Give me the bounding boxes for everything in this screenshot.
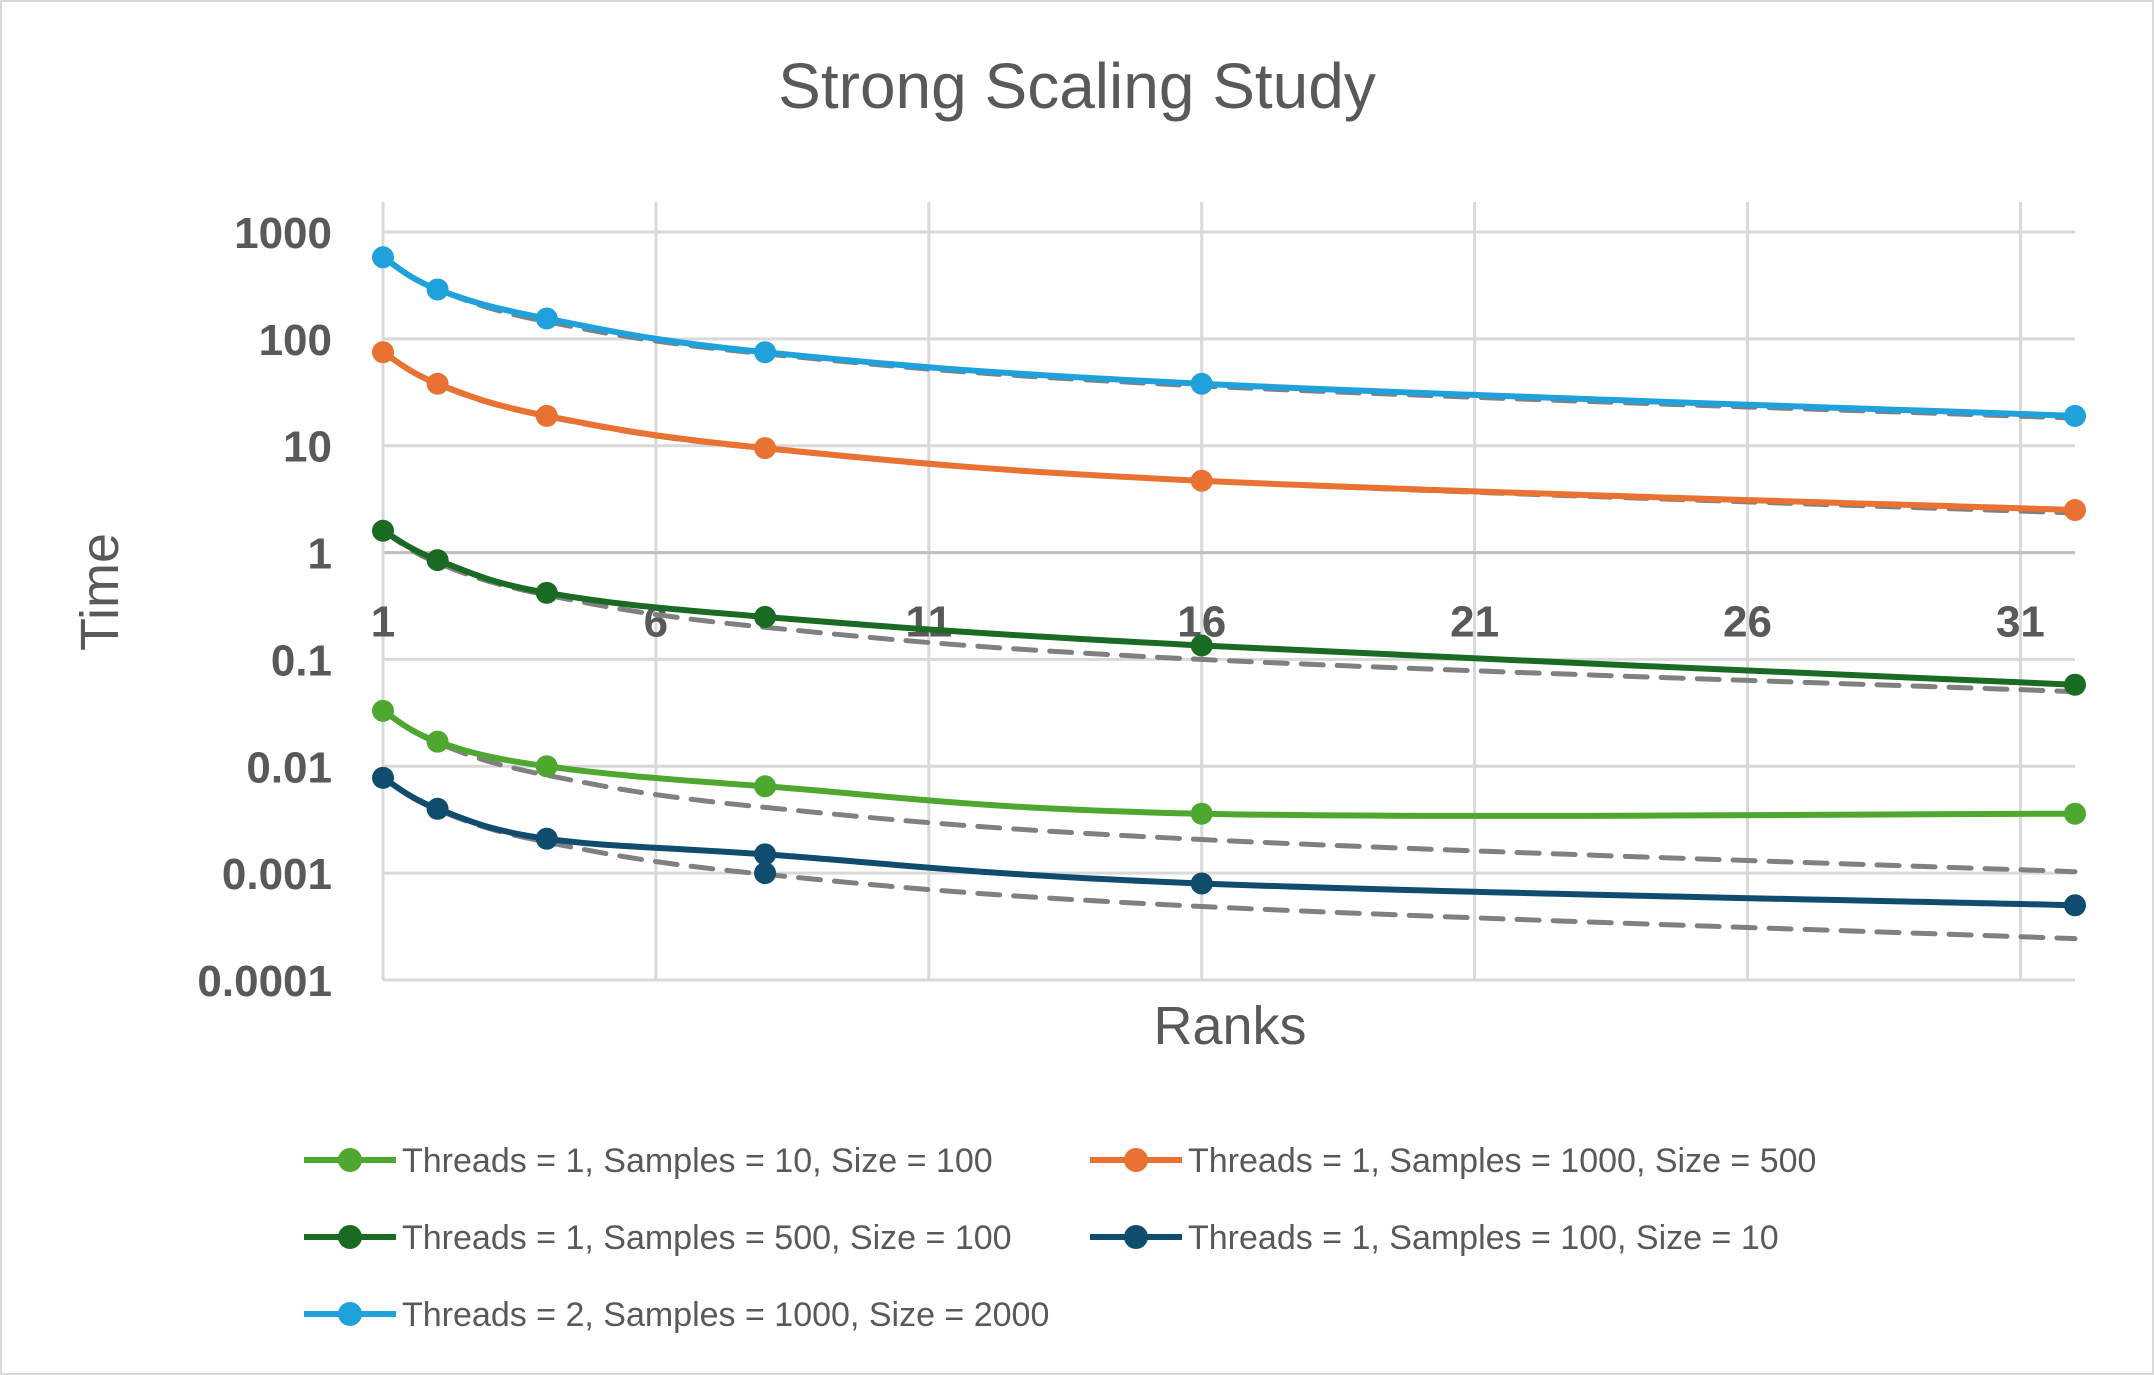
- y-tick-label: 0.01: [246, 743, 332, 792]
- series-group: [372, 519, 2086, 696]
- y-tick-label: 0.1: [271, 636, 332, 685]
- x-axis-title: Ranks: [1153, 996, 1306, 1056]
- legend-label: Threads = 1, Samples = 1000, Size = 500: [1188, 1142, 1816, 1180]
- series-line: [380, 254, 2078, 419]
- x-tick-label: 31: [1996, 598, 2045, 647]
- x-tick-label: 11: [906, 598, 953, 647]
- data-point: [372, 766, 394, 789]
- series-line: [380, 527, 2078, 688]
- data-point: [2064, 894, 2086, 917]
- legend-swatch-marker: [338, 1225, 362, 1249]
- legend-item: Threads = 1, Samples = 10, Size = 100: [304, 1142, 993, 1180]
- series-line: [380, 707, 2078, 819]
- legend: Threads = 1, Samples = 10, Size = 100 Thr…: [304, 1142, 1816, 1334]
- chart-title: Strong Scaling Study: [778, 50, 1376, 122]
- data-point: [535, 404, 558, 427]
- data-point: [426, 730, 449, 753]
- y-tick-label: 1: [308, 530, 332, 579]
- data-point: [535, 827, 558, 850]
- data-point: [754, 437, 777, 460]
- data-point: [426, 797, 449, 820]
- data-point: [372, 341, 394, 364]
- data-point: [1190, 634, 1213, 657]
- y-tick-label: 10: [283, 423, 332, 472]
- legend-item: Threads = 1, Samples = 500, Size = 100: [304, 1219, 1012, 1257]
- y-tick-label: 0.001: [222, 850, 332, 899]
- data-point: [2064, 404, 2086, 427]
- legend-swatch-marker: [1124, 1225, 1148, 1249]
- legend-swatch-marker: [338, 1302, 362, 1326]
- legend-label: Threads = 1, Samples = 10, Size = 100: [402, 1142, 993, 1180]
- x-tick-label: 26: [1723, 598, 1772, 647]
- ideal-scaling-lines: [380, 254, 2078, 942]
- ideal-scaling-line: [380, 528, 2078, 695]
- series-line: [380, 774, 2078, 909]
- legend-item: Threads = 2, Samples = 1000, Size = 2000: [304, 1296, 1049, 1334]
- legend-item: Threads = 1, Samples = 100, Size = 10: [1090, 1219, 1779, 1257]
- data-point: [1190, 802, 1213, 825]
- ideal-scaling-line: [380, 775, 2078, 942]
- y-tick-label: 1000: [234, 209, 332, 258]
- data-point: [426, 278, 449, 301]
- data-point: [754, 862, 777, 885]
- x-tick-label: 21: [1450, 598, 1499, 647]
- data-point: [754, 605, 777, 628]
- data-point: [754, 843, 777, 866]
- y-tick-labels: 1000 100 10 1 0.1 0.01 0.001 0.0001: [197, 209, 332, 1006]
- legend-label: Threads = 2, Samples = 1000, Size = 2000: [402, 1296, 1049, 1334]
- data-point: [535, 307, 558, 330]
- data-point: [2064, 673, 2086, 696]
- data-point: [535, 755, 558, 778]
- legend-swatch-marker: [338, 1148, 362, 1172]
- y-tick-label: 0.0001: [197, 957, 332, 1006]
- data-point: [2064, 802, 2086, 825]
- legend-label: Threads = 1, Samples = 500, Size = 100: [402, 1219, 1012, 1257]
- data-point: [535, 581, 558, 604]
- data-point: [426, 549, 449, 572]
- data-series: [372, 246, 2086, 917]
- series-group: [372, 766, 2086, 917]
- data-point: [754, 341, 777, 364]
- data-point: [2064, 499, 2086, 522]
- legend-label: Threads = 1, Samples = 100, Size = 10: [1188, 1219, 1779, 1257]
- data-point: [372, 246, 394, 269]
- data-point: [1190, 872, 1213, 895]
- series-group: [372, 699, 2086, 825]
- y-tick-label: 100: [259, 316, 332, 365]
- data-point: [754, 775, 777, 798]
- data-point: [426, 372, 449, 395]
- data-point: [372, 699, 394, 722]
- series-group: [372, 341, 2086, 522]
- data-point: [372, 519, 394, 542]
- y-axis-title: Time: [70, 533, 130, 651]
- data-point: [1190, 372, 1213, 395]
- data-point: [1190, 469, 1213, 492]
- series-group: [372, 246, 2086, 427]
- series-line: [380, 349, 2078, 514]
- legend-item: Threads = 1, Samples = 1000, Size = 500: [1090, 1142, 1816, 1180]
- x-tick-label: 1: [371, 598, 395, 647]
- legend-swatch-marker: [1124, 1148, 1148, 1172]
- ideal-scaling-line: [380, 708, 2078, 875]
